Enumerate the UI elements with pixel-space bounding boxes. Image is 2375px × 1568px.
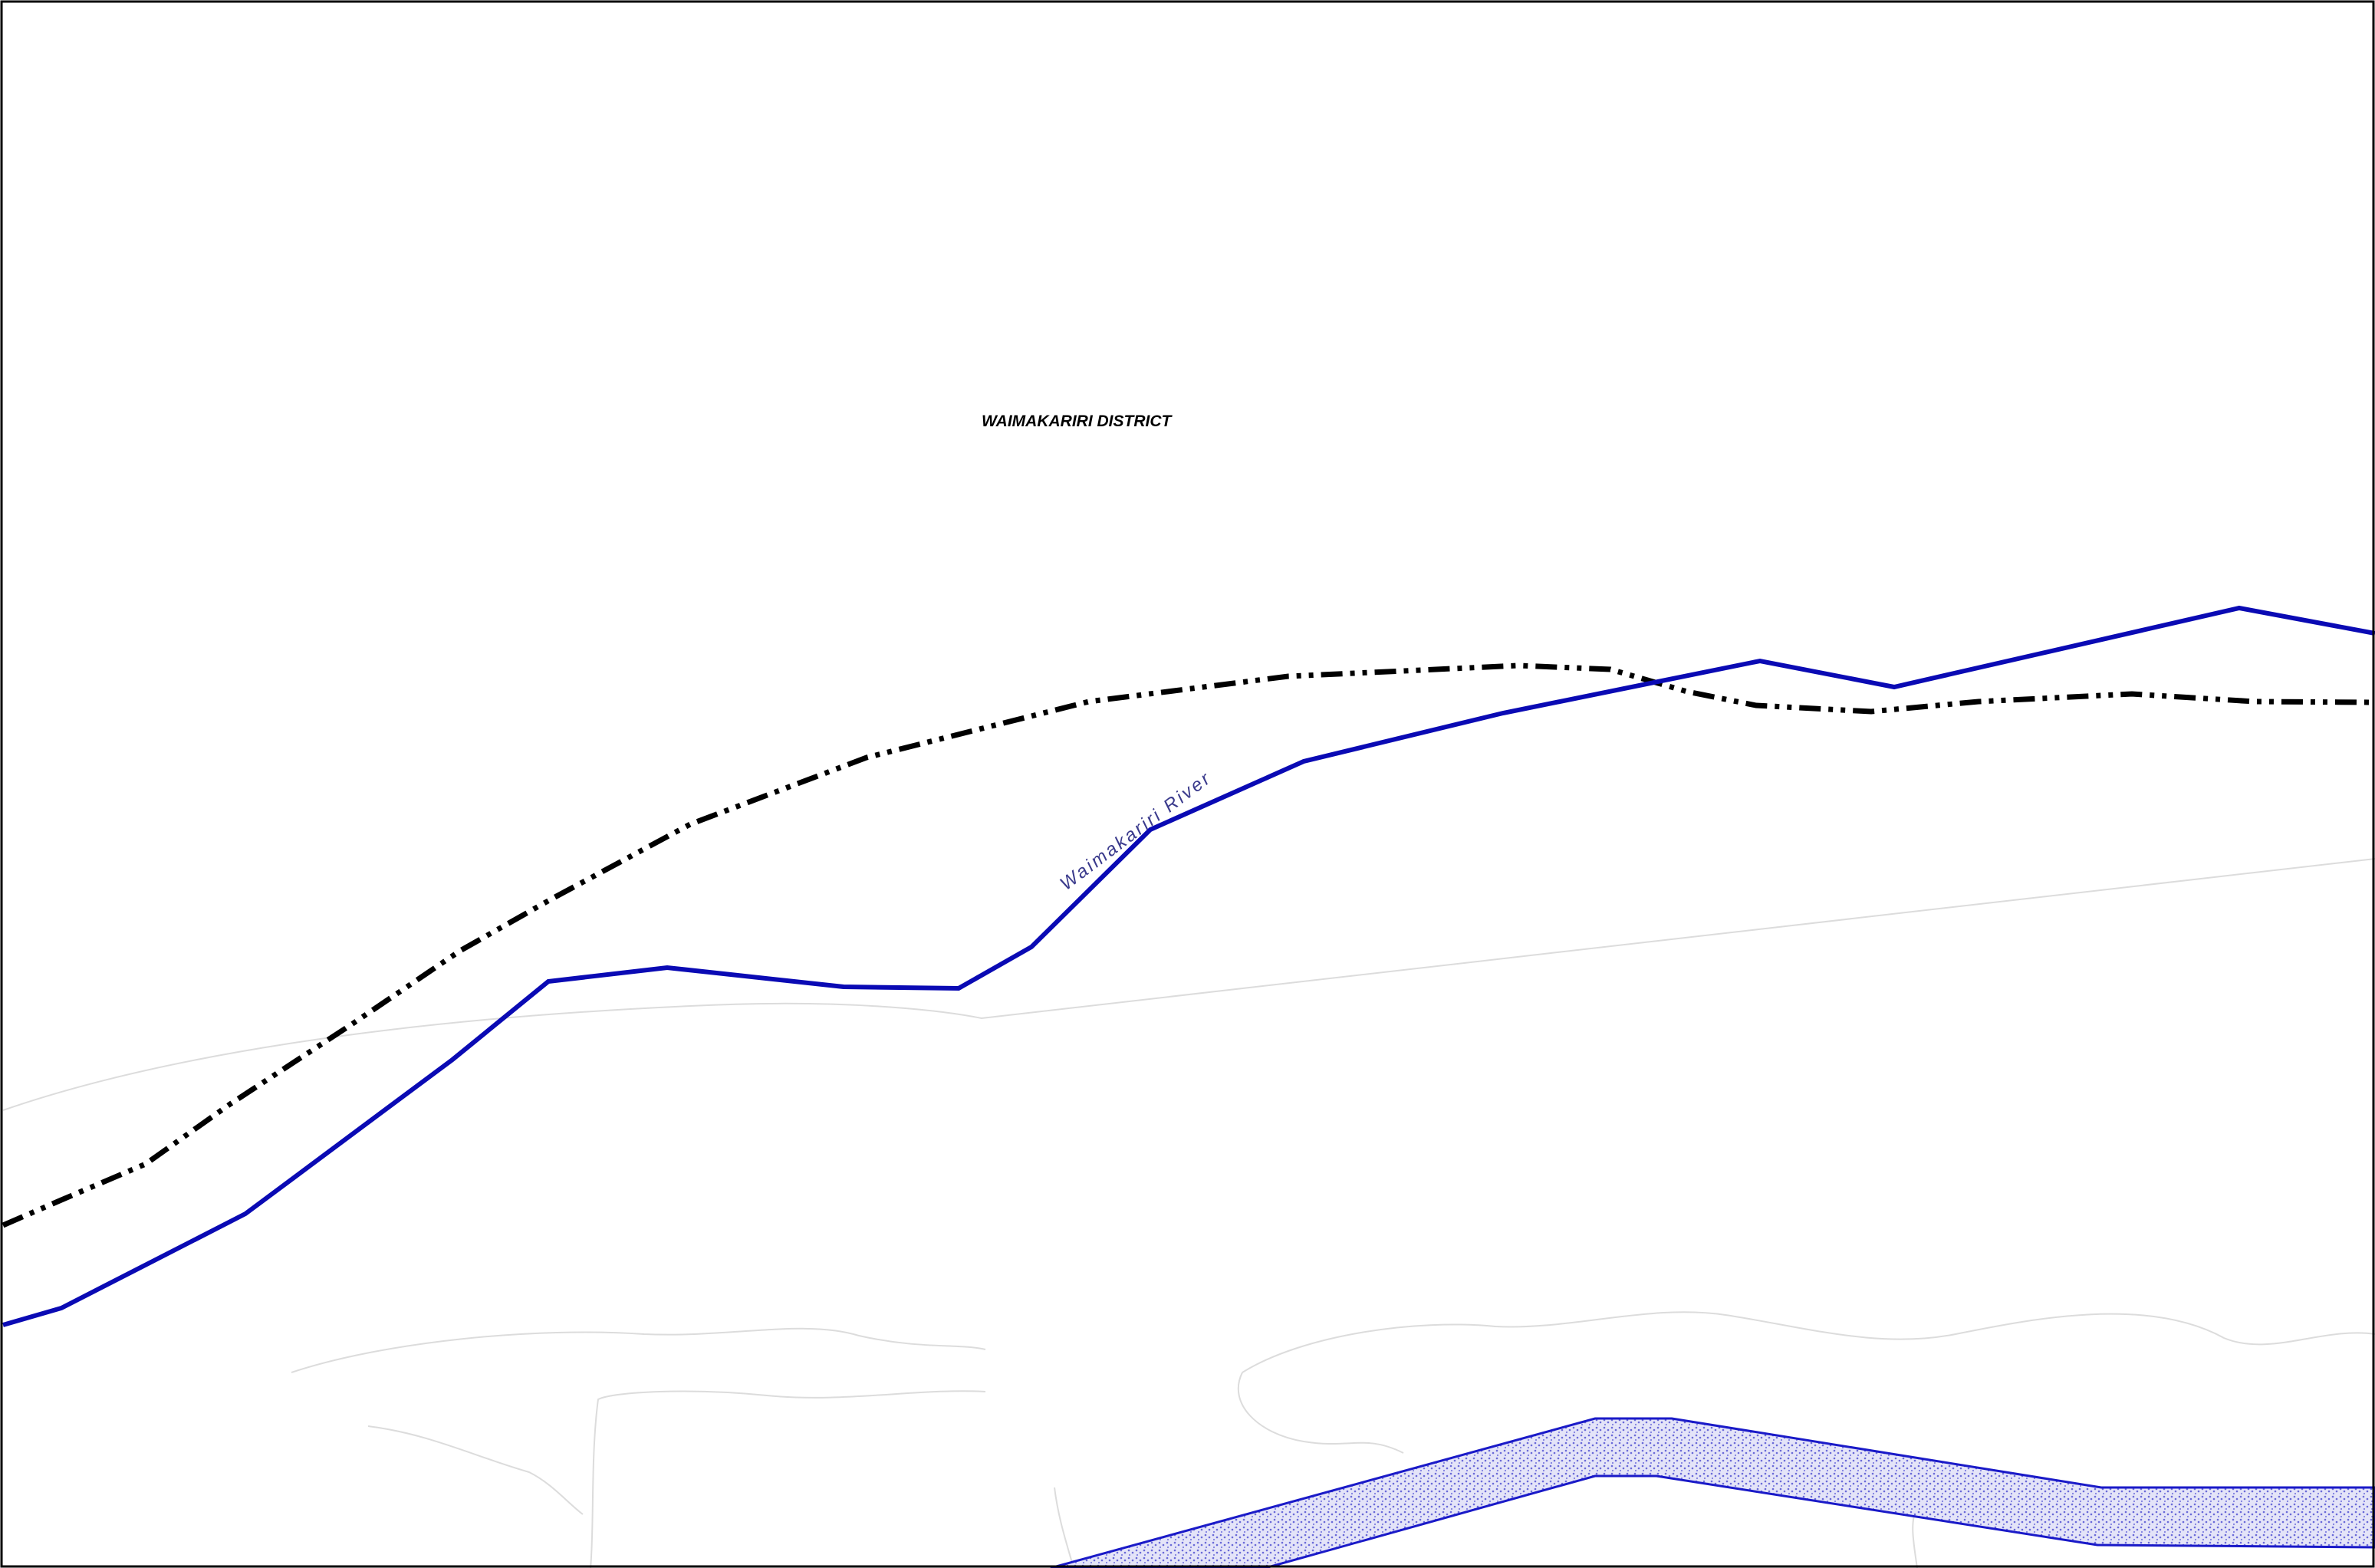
stopbank-channel	[1050, 1417, 2375, 1568]
road-line	[2, 858, 2375, 1111]
terrain-contour	[367, 1425, 584, 1515]
terrain-contour	[1237, 1372, 1404, 1454]
district-label: WAIMAKARIRI DISTRICT	[982, 413, 1173, 430]
river-line	[2, 605, 2375, 1327]
terrain-contour	[1242, 1311, 2375, 1373]
terrain-contour	[1054, 1487, 1074, 1568]
terrain-contour	[590, 1390, 986, 1568]
terrain-contour	[291, 1327, 986, 1373]
district-boundary-line	[2, 662, 2375, 1228]
faint-features	[2, 858, 2375, 1568]
